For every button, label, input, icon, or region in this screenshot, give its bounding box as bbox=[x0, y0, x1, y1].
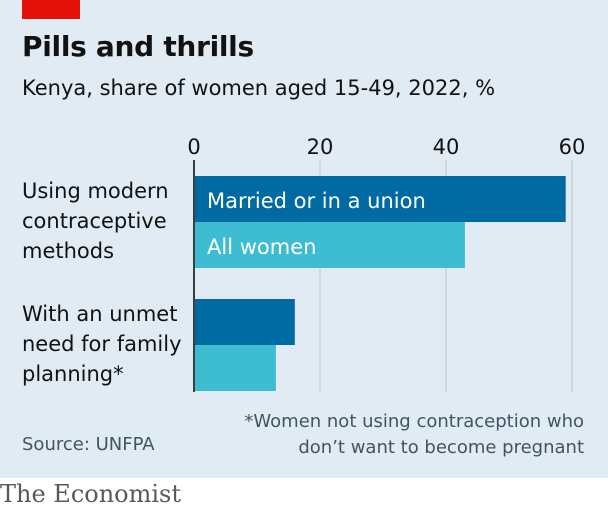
category-label-unmet-need: With an unmet need for family planning* bbox=[22, 299, 182, 389]
series-label: Married or in a union bbox=[207, 189, 426, 213]
category-label-line: With an unmet bbox=[22, 302, 178, 326]
footnote-line: don’t want to become pregnant bbox=[298, 437, 584, 458]
footnote: *Women not using contraception who don’t… bbox=[224, 409, 584, 461]
category-label-modern-methods: Using modern contraceptive methods bbox=[22, 176, 182, 266]
chart-subtitle: Kenya, share of women aged 15-49, 2022, … bbox=[22, 76, 496, 100]
category-label-line: contraceptive bbox=[22, 209, 167, 233]
category-label-line: methods bbox=[22, 239, 115, 263]
category-label-line: Using modern bbox=[22, 179, 169, 203]
bar-chart: 0 20 40 60 Married or in a union All women bbox=[187, 135, 586, 392]
bar-married bbox=[195, 299, 295, 345]
series-label: All women bbox=[207, 235, 316, 259]
chart-title: Pills and thrills bbox=[22, 30, 254, 63]
x-tick-label: 40 bbox=[433, 135, 460, 159]
bar-married bbox=[195, 176, 566, 222]
brand-logo-text: The Economist bbox=[0, 480, 182, 508]
category-label-line: planning* bbox=[22, 362, 124, 386]
brand-red-tag bbox=[22, 0, 80, 19]
footnote-line: *Women not using contraception who bbox=[244, 411, 584, 432]
bar-all-women bbox=[195, 222, 465, 268]
x-tick-label: 20 bbox=[307, 135, 334, 159]
bar-all-women bbox=[195, 345, 276, 391]
category-label-line: need for family bbox=[22, 332, 182, 356]
x-tick-label: 0 bbox=[187, 135, 200, 159]
source-note: Source: UNFPA bbox=[22, 434, 155, 455]
x-tick-label: 60 bbox=[559, 135, 586, 159]
